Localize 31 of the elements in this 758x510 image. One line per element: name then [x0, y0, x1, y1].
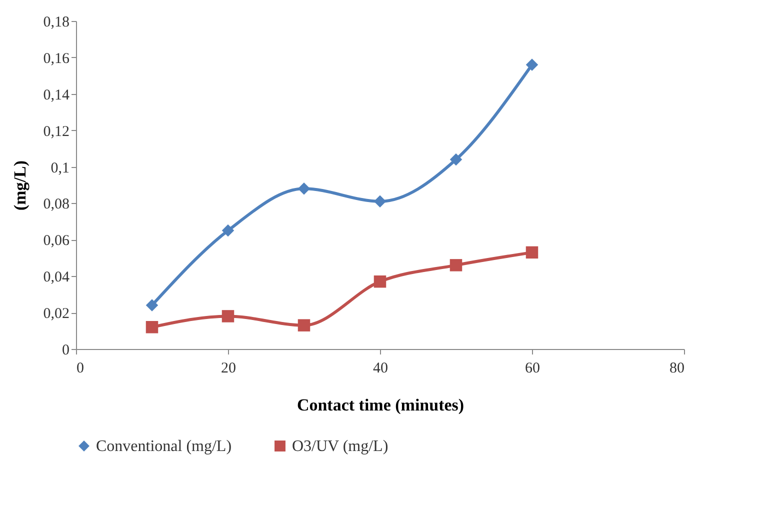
y-tick-label: 0,18 [43, 14, 70, 30]
point [450, 153, 462, 166]
x-tick-label: 0 [76, 360, 84, 376]
point [374, 275, 386, 288]
y-tick-label: 0,16 [43, 50, 70, 67]
y-tick-label: 0,12 [43, 124, 70, 140]
legend-label: Conventional (mg/L) [96, 438, 232, 455]
point [298, 182, 310, 195]
x-tick-label: 60 [525, 360, 540, 376]
point [146, 299, 158, 312]
y-tick-label: 0,14 [43, 87, 70, 104]
legend-label: O3/UV (mg/L) [292, 438, 388, 455]
x-tick-label: 40 [373, 360, 388, 376]
y-tick-label: 0,08 [43, 196, 70, 213]
point [526, 58, 538, 71]
point [222, 310, 234, 322]
point [450, 259, 462, 272]
point [374, 195, 386, 208]
y-tick-label: 0,02 [43, 306, 70, 322]
y-tick-label: 0,04 [43, 270, 70, 286]
point [526, 246, 538, 259]
point [298, 319, 310, 332]
point [146, 321, 158, 334]
y-tick-label: 0,06 [43, 233, 70, 250]
x-axis-title: Contact time (minutes) [296, 396, 464, 414]
x-tick-label: 80 [670, 360, 684, 376]
y-tick-label: 0,1 [50, 160, 70, 176]
x-tick-label: 20 [221, 360, 236, 376]
point [222, 224, 234, 237]
y-tick-label: 0 [62, 342, 70, 358]
y-axis-title: (mg/L) [10, 160, 30, 211]
